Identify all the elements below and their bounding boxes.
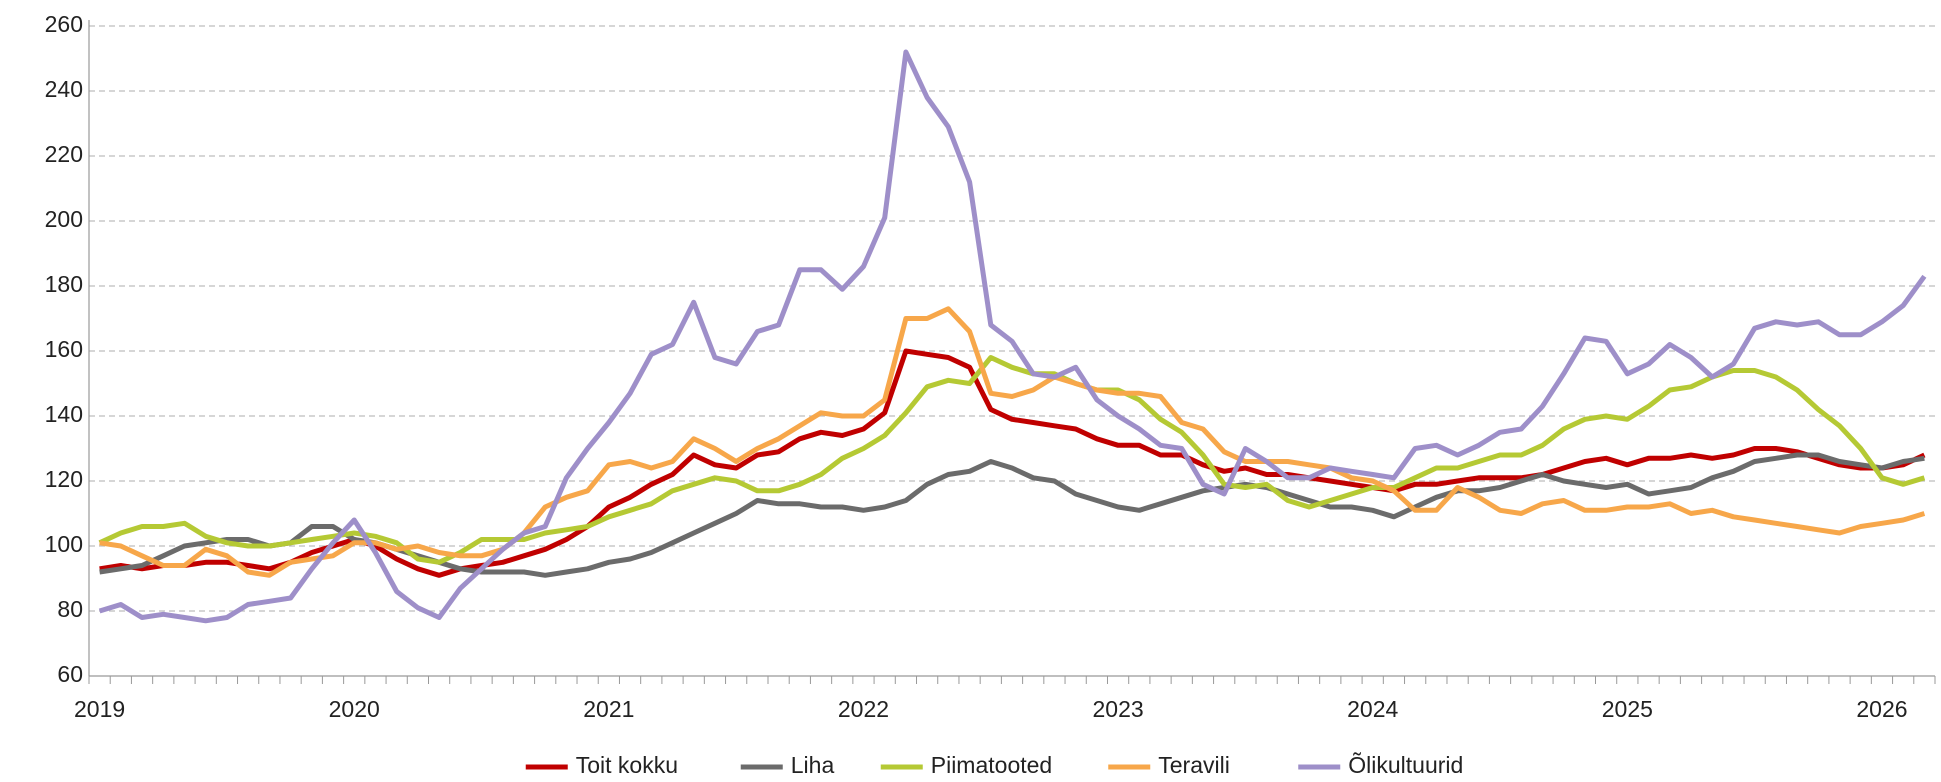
series-line [99,306,1926,578]
x-tick-label: 2022 [838,696,889,722]
x-tick-label: 2026 [1856,696,1907,722]
y-tick-label: 160 [45,336,83,362]
x-tick-label: 2024 [1347,696,1398,722]
y-tick-label: 260 [45,11,83,37]
series-line [99,452,1925,578]
legend-label: Toit kokku [576,752,678,778]
y-tick-label: 60 [57,661,83,687]
y-tick-label: 240 [45,76,83,102]
series-line [98,49,1927,624]
legend-label: Õlikultuurid [1348,751,1463,778]
legend-label: Liha [791,752,835,778]
y-tick-label: 100 [45,531,83,557]
x-tick-label: 2020 [329,696,380,722]
x-tick-label: 2021 [583,696,634,722]
x-tick-label: 2023 [1093,696,1144,722]
x-tick-label: 2019 [74,696,125,722]
y-tick-label: 140 [45,401,83,427]
x-tick-label: 2025 [1602,696,1653,722]
y-tick-label: 200 [45,206,83,232]
y-tick-label: 220 [45,141,83,167]
y-tick-label: 120 [45,466,83,492]
y-tick-label: 80 [57,596,83,622]
legend-label: Piimatooted [931,752,1052,778]
series-line [99,348,1926,578]
legend-label: Teravili [1158,752,1230,778]
y-tick-label: 180 [45,271,83,297]
